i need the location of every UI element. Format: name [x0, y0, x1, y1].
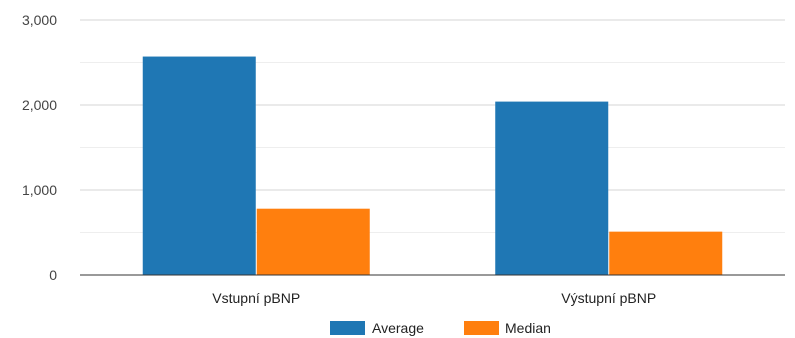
y-tick-label: 2,000: [22, 97, 57, 113]
bar-median-0: [256, 208, 370, 275]
y-tick-label: 0: [49, 267, 57, 283]
y-tick-label: 3,000: [22, 12, 57, 28]
x-axis-category-labels: Vstupní pBNP Výstupní pBNP: [212, 290, 656, 306]
legend-swatch-median: [464, 321, 499, 335]
bar-average-1: [495, 101, 609, 275]
legend: Average Median: [330, 320, 551, 336]
x-category-label: Vstupní pBNP: [212, 290, 300, 306]
legend-swatch-average: [330, 321, 365, 335]
x-category-label: Výstupní pBNP: [561, 290, 656, 306]
y-axis-tick-labels: 0 1,000 2,000 3,000: [22, 12, 57, 283]
bar-median-1: [609, 231, 723, 275]
legend-label-median: Median: [505, 320, 551, 336]
y-tick-label: 1,000: [22, 182, 57, 198]
bar-average-0: [142, 56, 256, 275]
bars: [142, 56, 723, 275]
legend-label-average: Average: [372, 320, 424, 336]
